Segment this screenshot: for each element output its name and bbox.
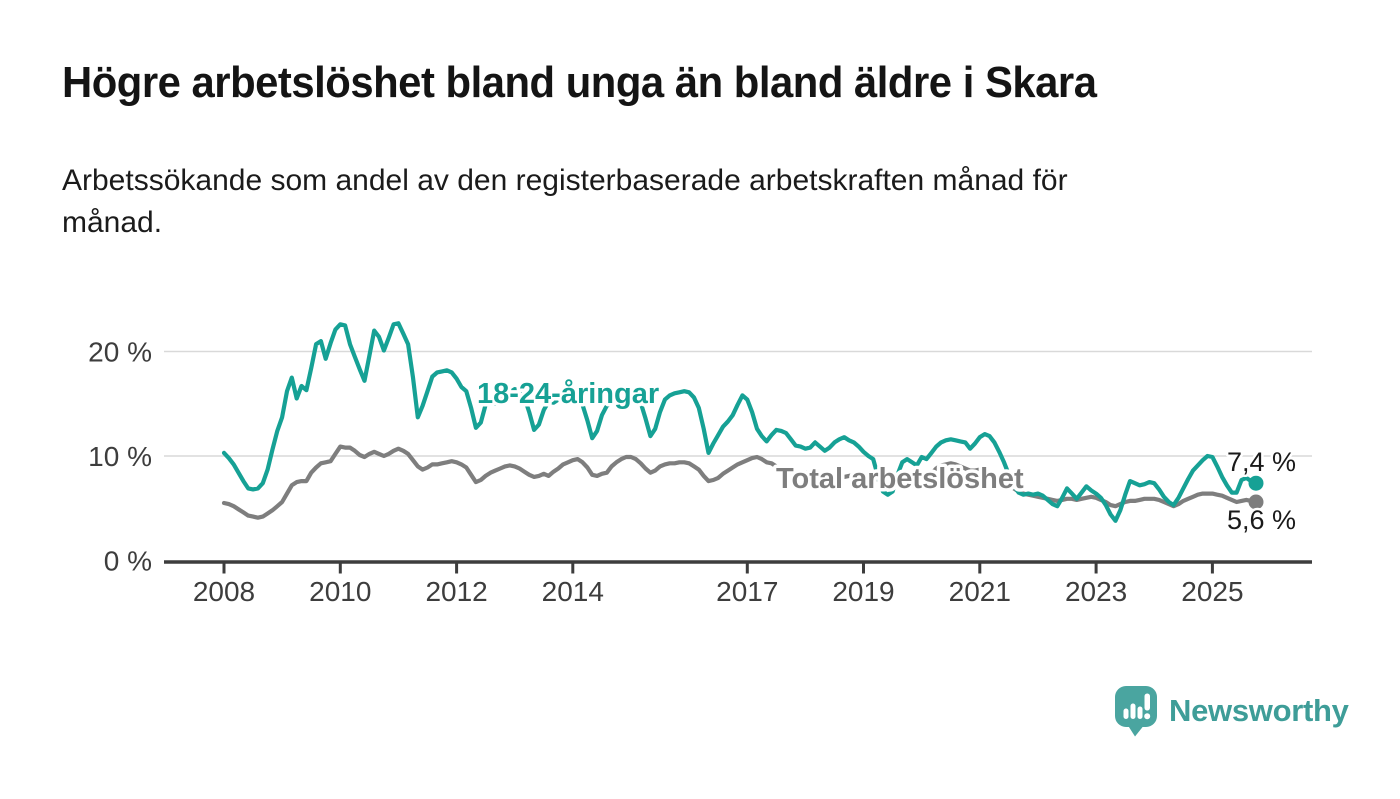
y-tick-label: 0 % [104,546,152,577]
end-dots [1248,475,1264,510]
series-line [221,444,1259,520]
series-label-total: Total arbetslöshet [776,463,1024,495]
x-tick-label: 2023 [1065,576,1127,607]
end-value-label-total: 5,6 % [1227,505,1296,535]
chart-subtitle: Arbetssökande som andel av den registerb… [62,164,1068,239]
x-tick-label: 2014 [542,576,604,607]
x-tick-label: 2008 [193,576,255,607]
y-tick-label: 10 % [88,441,152,472]
x-axis: 2008 2010 2012 2014 2017 2019 2021 2023 2025 [164,560,1312,607]
y-axis-labels: 0 % 10 % 20 % [88,337,152,577]
x-tick-label: 2025 [1181,576,1243,607]
series-lines [221,321,1259,523]
newsworthy-brand[interactable]: Newsworthy [1114,684,1349,738]
x-tick-label: 2017 [716,576,778,607]
newsworthy-logo-icon [1115,686,1157,737]
x-tick-label: 2019 [832,576,894,607]
x-tick-label: 2012 [425,576,487,607]
y-tick-label: 20 % [88,337,152,368]
gridlines [164,350,1312,457]
x-tick-label: 2010 [309,576,371,607]
series-end-dot [1248,475,1264,491]
x-tick-label: 2021 [949,576,1011,607]
newsworthy-wordmark: Newsworthy [1169,693,1349,728]
series-end-dot [1248,494,1264,510]
series-line [221,321,1259,523]
chart-title: Högre arbetslöshet bland unga än bland ä… [62,58,1097,107]
end-value-label-young: 7,4 % [1227,447,1296,477]
series-label-young: 18-24-åringar [477,378,659,410]
